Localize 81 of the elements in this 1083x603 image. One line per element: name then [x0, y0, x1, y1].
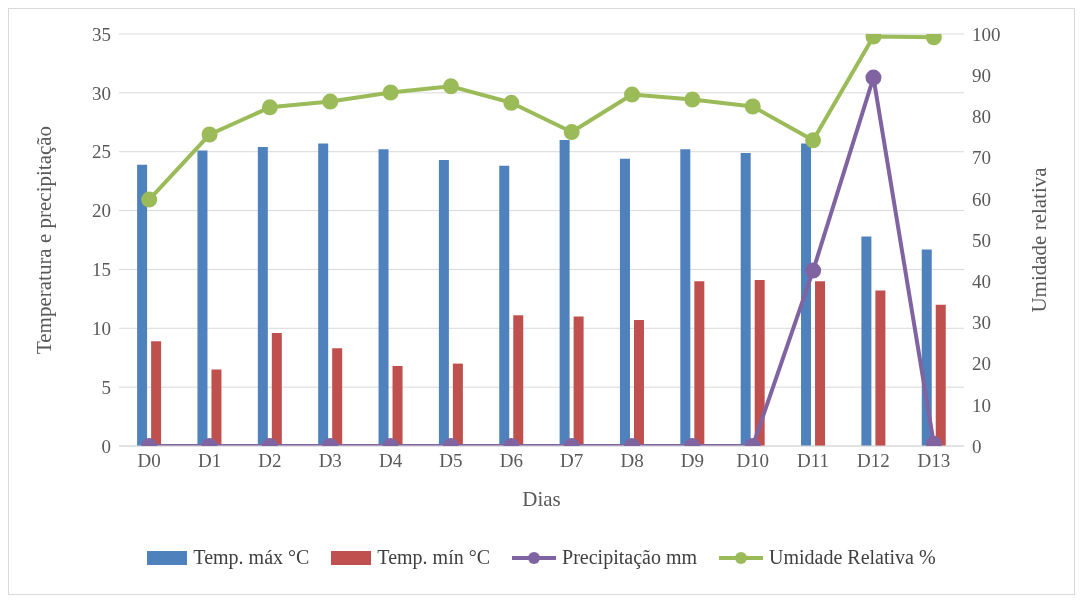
x-axis-title: Dias: [522, 487, 561, 511]
bar: [392, 365, 403, 446]
y2-tick-label: 80: [972, 106, 991, 128]
y-tick-label: 0: [101, 435, 111, 457]
point: [141, 191, 158, 208]
point: [744, 98, 761, 115]
bar: [875, 290, 886, 446]
point: [322, 93, 339, 110]
bar: [499, 165, 510, 446]
y2-tick-label: 60: [972, 188, 991, 210]
bar: [452, 363, 463, 446]
y2-tick-label: 40: [972, 270, 991, 292]
y2-axis-title: Umidade relativa: [1027, 166, 1052, 313]
y-tick-label: 5: [101, 376, 111, 398]
point: [805, 132, 822, 149]
x-tick-label: D0: [137, 450, 161, 472]
point: [865, 69, 882, 86]
bar: [633, 320, 644, 446]
x-tick-label: D5: [439, 450, 463, 472]
point: [805, 262, 822, 279]
point: [684, 91, 701, 108]
bar: [740, 152, 751, 446]
bar: [694, 281, 705, 446]
x-tick-label: D2: [258, 450, 282, 472]
y-tick-label: 15: [92, 259, 111, 281]
bar: [619, 158, 630, 446]
bar: [257, 147, 268, 446]
y2-tick-label: 100: [972, 23, 1001, 45]
y2-tick-label: 90: [972, 64, 991, 86]
point: [624, 86, 641, 103]
bar: [559, 139, 570, 446]
bar: [935, 304, 946, 446]
y2-tick-label: 0: [972, 435, 982, 457]
y2-tick-label: 10: [972, 394, 991, 416]
bar: [801, 143, 812, 446]
x-tick-label: D1: [197, 450, 222, 472]
bar: [378, 149, 389, 446]
x-tick-label: D4: [378, 450, 403, 472]
x-tick-label: D12: [857, 450, 890, 472]
bar: [137, 164, 148, 446]
y-tick-label: 35: [92, 23, 111, 45]
bar: [332, 348, 343, 446]
point: [261, 99, 278, 116]
bar: [197, 150, 208, 446]
bar: [573, 316, 584, 446]
y-tick-label: 25: [92, 141, 111, 163]
y-tick-label: 30: [92, 82, 111, 104]
bar: [680, 149, 691, 446]
x-tick-label: D10: [736, 450, 770, 472]
bar: [754, 280, 765, 446]
legend-label: Precipitação mm: [562, 546, 698, 569]
y2-tick-label: 50: [972, 229, 991, 251]
y-axis-title: Temperatura e precipitação: [32, 125, 57, 355]
x-tick-label: D6: [499, 450, 523, 472]
x-tick-label: D11: [797, 450, 830, 472]
bar: [271, 332, 282, 446]
bar: [513, 315, 524, 446]
bar: [815, 281, 826, 446]
y-tick-label: 20: [92, 200, 111, 222]
bar: [861, 236, 872, 446]
x-tick-label: D8: [620, 450, 644, 472]
bar: [318, 143, 329, 446]
point: [382, 84, 399, 101]
point: [503, 94, 520, 111]
legend-label: Temp. mín °C: [377, 546, 491, 569]
bar: [438, 159, 449, 446]
point: [442, 78, 459, 95]
legend-label: Umidade Relativa %: [769, 546, 936, 569]
x-tick-label: D9: [680, 450, 705, 472]
bar: [151, 341, 162, 446]
y-tick-label: 10: [92, 318, 111, 340]
x-tick-label: D3: [318, 450, 342, 472]
legend-label: Temp. máx °C: [193, 546, 310, 569]
x-tick-label: D13: [917, 450, 951, 472]
x-tick-label: D7: [560, 450, 584, 472]
y2-tick-label: 30: [972, 312, 991, 334]
bar: [211, 369, 222, 446]
y2-tick-label: 20: [972, 353, 991, 375]
point: [201, 126, 218, 143]
y2-tick-label: 70: [972, 147, 991, 169]
point: [563, 124, 580, 141]
